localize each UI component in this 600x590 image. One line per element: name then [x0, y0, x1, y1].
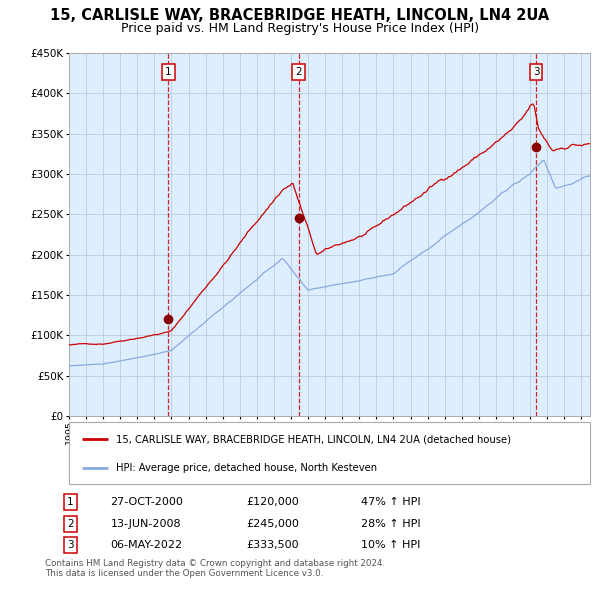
Text: HPI: Average price, detached house, North Kesteven: HPI: Average price, detached house, Nort…: [116, 463, 377, 473]
Text: 1: 1: [165, 67, 172, 77]
Text: 3: 3: [67, 540, 74, 550]
Text: 13-JUN-2008: 13-JUN-2008: [110, 519, 181, 529]
Text: 2: 2: [67, 519, 74, 529]
Text: £245,000: £245,000: [247, 519, 299, 529]
Text: 15, CARLISLE WAY, BRACEBRIDGE HEATH, LINCOLN, LN4 2UA (detached house): 15, CARLISLE WAY, BRACEBRIDGE HEATH, LIN…: [116, 434, 511, 444]
Text: 15, CARLISLE WAY, BRACEBRIDGE HEATH, LINCOLN, LN4 2UA: 15, CARLISLE WAY, BRACEBRIDGE HEATH, LIN…: [50, 8, 550, 23]
Text: 1: 1: [67, 497, 74, 507]
Text: 06-MAY-2022: 06-MAY-2022: [110, 540, 182, 550]
FancyBboxPatch shape: [69, 422, 590, 484]
Text: Contains HM Land Registry data © Crown copyright and database right 2024.
This d: Contains HM Land Registry data © Crown c…: [45, 559, 385, 578]
Text: £333,500: £333,500: [247, 540, 299, 550]
Text: 47% ↑ HPI: 47% ↑ HPI: [361, 497, 421, 507]
Text: 27-OCT-2000: 27-OCT-2000: [110, 497, 183, 507]
Text: £120,000: £120,000: [247, 497, 299, 507]
Text: 10% ↑ HPI: 10% ↑ HPI: [361, 540, 421, 550]
Text: 28% ↑ HPI: 28% ↑ HPI: [361, 519, 421, 529]
Text: Price paid vs. HM Land Registry's House Price Index (HPI): Price paid vs. HM Land Registry's House …: [121, 22, 479, 35]
Text: 2: 2: [295, 67, 302, 77]
Text: 3: 3: [533, 67, 539, 77]
